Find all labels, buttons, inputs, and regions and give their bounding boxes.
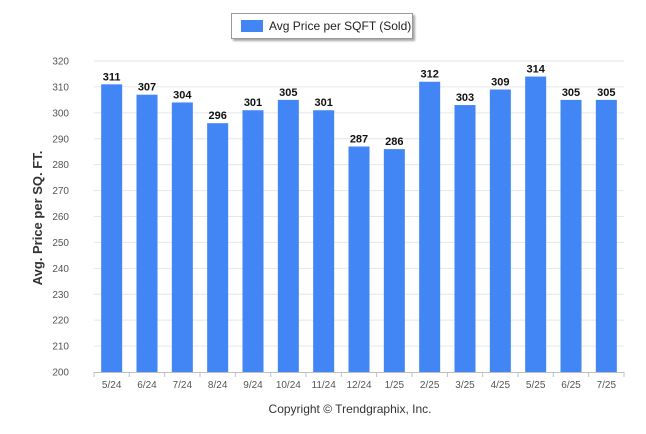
y-axis-title: Avg. Price per SQ. FT. xyxy=(30,151,45,286)
legend-label: Avg Price per SQFT (Sold) xyxy=(269,19,412,33)
y-tick-label: 300 xyxy=(52,108,69,119)
y-tick-label: 290 xyxy=(52,134,69,145)
data-label: 301 xyxy=(244,97,262,109)
x-tick-label: 8/24 xyxy=(208,380,228,391)
data-label: 305 xyxy=(279,87,297,99)
x-tick-label: 3/25 xyxy=(455,380,475,391)
data-label: 312 xyxy=(420,69,438,81)
x-tick-label: 5/25 xyxy=(526,380,546,391)
data-label: 286 xyxy=(385,136,403,148)
y-tick-label: 200 xyxy=(52,368,69,379)
y-tick-label: 270 xyxy=(52,186,69,197)
bars xyxy=(101,76,617,373)
bar xyxy=(348,146,370,372)
x-tick-label: 6/25 xyxy=(561,380,581,391)
data-label: 303 xyxy=(456,92,474,104)
bar xyxy=(136,94,158,373)
x-tick-label: 7/24 xyxy=(173,380,193,391)
y-tick-label: 250 xyxy=(52,238,69,249)
bar xyxy=(171,102,193,372)
legend-swatch xyxy=(241,20,263,32)
x-tick-label: 1/25 xyxy=(385,380,405,391)
bar xyxy=(277,99,299,372)
bar xyxy=(313,110,335,372)
x-tick-label: 6/24 xyxy=(137,380,157,391)
data-label: 314 xyxy=(526,64,545,76)
x-tick-label: 11/24 xyxy=(312,380,337,391)
bar xyxy=(525,76,547,373)
bar xyxy=(101,84,123,372)
data-label: 307 xyxy=(138,82,156,94)
y-tick-label: 210 xyxy=(52,342,69,353)
x-tick-label: 12/24 xyxy=(346,380,371,391)
y-tick-label: 240 xyxy=(52,264,69,275)
bar xyxy=(489,89,511,372)
data-label: 305 xyxy=(562,87,580,99)
x-tick-label: 10/24 xyxy=(276,380,301,391)
data-label: 309 xyxy=(491,77,509,89)
x-tick-label: 2/25 xyxy=(420,380,440,391)
x-tick-labels: 5/24 6/24 7/24 8/24 9/24 10/24 11/24 12/24 1/25 2… xyxy=(102,380,617,391)
axes xyxy=(93,372,625,377)
y-tick-label: 320 xyxy=(52,57,69,68)
data-label: 305 xyxy=(597,87,615,99)
x-tick-label: 9/24 xyxy=(243,380,263,391)
bar xyxy=(383,149,405,372)
legend: Avg Price per SQFT (Sold) xyxy=(231,13,413,39)
copyright-footer: Copyright © Trendgraphix, Inc. xyxy=(268,402,432,416)
data-label: 296 xyxy=(208,110,226,122)
y-tick-label: 310 xyxy=(52,82,69,93)
bar xyxy=(242,110,264,372)
x-tick-label: 4/25 xyxy=(491,380,511,391)
data-label: 311 xyxy=(103,71,121,83)
y-tick-label: 280 xyxy=(52,160,69,171)
bar xyxy=(454,105,476,372)
bar xyxy=(207,123,229,372)
bar xyxy=(419,81,441,372)
y-tick-labels: 200 210 220 230 240 250 260 270 280 290 300 310 320 xyxy=(52,57,69,379)
y-tick-label: 230 xyxy=(52,290,69,301)
bar xyxy=(595,99,617,372)
x-tick-label: 7/25 xyxy=(597,380,617,391)
bar xyxy=(560,99,582,372)
data-label: 301 xyxy=(314,97,332,109)
data-label: 304 xyxy=(173,89,192,101)
data-labels: 311 307 304 296 301 305 301 287 286 312 303 309 314 3… xyxy=(103,64,616,149)
y-tick-label: 260 xyxy=(52,212,69,223)
y-tick-label: 220 xyxy=(52,316,69,327)
data-label: 287 xyxy=(350,134,368,146)
x-tick-label: 5/24 xyxy=(102,380,122,391)
